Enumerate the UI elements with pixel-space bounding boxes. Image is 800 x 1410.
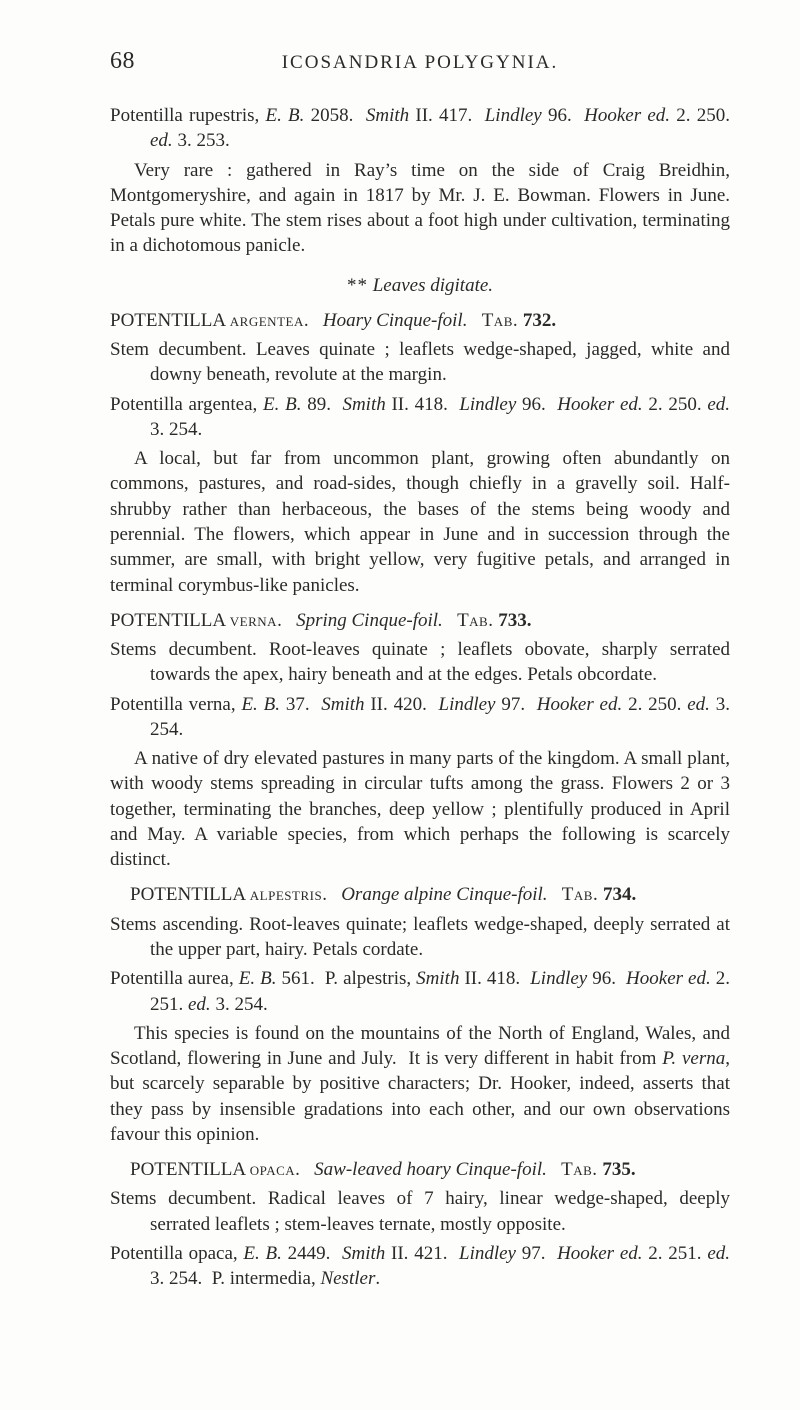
running-head: ICOSANDRIA POLYGYNIA. <box>110 52 730 74</box>
book-page: 68 ICOSANDRIA POLYGYNIA. Potentilla rupe… <box>0 0 800 1410</box>
subsection-heading: ** Leaves digitate. <box>110 273 730 298</box>
species-entry: POTENTILLA verna. Spring Cinque-foil. Ta… <box>110 608 730 873</box>
species-heading: POTENTILLA verna. Spring Cinque-foil. Ta… <box>110 608 730 633</box>
entry-ref: Potentilla rupestris, E. B. 2058. Smith … <box>110 103 730 154</box>
species-diagnosis: Stems decumbent. Radical leaves of 7 hai… <box>110 1186 730 1237</box>
species-description: A local, but far from uncommon plant, gr… <box>110 446 730 598</box>
subsection-title: Leaves digitate. <box>368 275 493 296</box>
entry-description: Very rare : gathered in Ray’s time on th… <box>110 158 730 259</box>
species-heading: POTENTILLA alpestris. Orange alpine Cinq… <box>110 882 730 907</box>
species-heading: POTENTILLA argentea. Hoary Cinque-foil. … <box>110 308 730 333</box>
page-header: 68 ICOSANDRIA POLYGYNIA. <box>110 48 730 75</box>
species-diagnosis: Stems ascending. Root-leaves quinate; le… <box>110 912 730 963</box>
species-entry: POTENTILLA argentea. Hoary Cinque-foil. … <box>110 308 730 598</box>
species-ref: Potentilla aurea, E. B. 561. P. alpestri… <box>110 966 730 1017</box>
species-ref: Potentilla argentea, E. B. 89. Smith II.… <box>110 392 730 443</box>
species-description: This species is found on the mountains o… <box>110 1021 730 1147</box>
species-entry: POTENTILLA alpestris. Orange alpine Cinq… <box>110 882 730 1147</box>
species-entry: POTENTILLA opaca. Saw-leaved hoary Cinqu… <box>110 1157 730 1291</box>
asterisks-icon: ** <box>347 275 368 296</box>
species-diagnosis: Stems decumbent. Root-leaves quinate ; l… <box>110 637 730 688</box>
species-ref: Potentilla opaca, E. B. 2449. Smith II. … <box>110 1241 730 1292</box>
species-diagnosis: Stem decumbent. Leaves quinate ; leaflet… <box>110 337 730 388</box>
species-description: A native of dry elevated pastures in man… <box>110 746 730 872</box>
species-heading: POTENTILLA opaca. Saw-leaved hoary Cinqu… <box>110 1157 730 1182</box>
species-ref: Potentilla verna, E. B. 37. Smith II. 42… <box>110 692 730 743</box>
